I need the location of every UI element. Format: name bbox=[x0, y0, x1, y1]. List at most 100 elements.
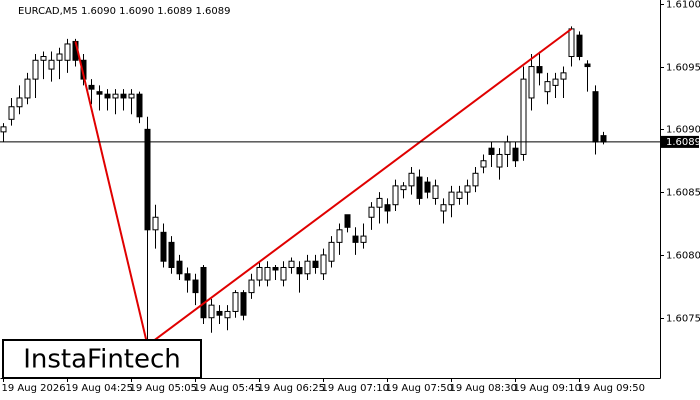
candle-body bbox=[272, 266, 279, 271]
chart-title: EURCAD,M5 1.6090 1.6090 1.6089 1.6089 bbox=[18, 6, 230, 17]
candle-body bbox=[248, 279, 255, 294]
candle-body bbox=[24, 78, 31, 99]
pattern-line bbox=[146, 28, 573, 347]
candle-body bbox=[200, 266, 207, 319]
candle-body bbox=[0, 126, 7, 133]
x-tick-label: 19 Aug 06:25 bbox=[258, 383, 325, 394]
candle-body bbox=[536, 66, 543, 74]
candle-body bbox=[136, 93, 143, 118]
candle-body bbox=[64, 43, 71, 61]
candle-body bbox=[184, 273, 191, 281]
candle-body bbox=[416, 176, 423, 199]
candle-body bbox=[296, 266, 303, 275]
candle-body bbox=[432, 185, 439, 199]
candle-body bbox=[408, 172, 415, 187]
x-tick-label: 19 Aug 04:25 bbox=[66, 383, 133, 394]
y-tick-label: 1.6075 bbox=[666, 314, 700, 325]
candle-body bbox=[16, 97, 23, 108]
candle-body bbox=[528, 66, 535, 99]
pattern-line bbox=[74, 41, 149, 346]
candle-body bbox=[448, 191, 455, 206]
current-price-label: 1.6089 bbox=[666, 137, 700, 148]
x-tick-label: 19 Aug 07:50 bbox=[386, 383, 453, 394]
candle-body bbox=[504, 141, 511, 155]
candle-body bbox=[280, 266, 287, 281]
candle-body bbox=[176, 260, 183, 275]
candle-body bbox=[216, 310, 223, 316]
candle-body bbox=[312, 260, 319, 268]
candle-body bbox=[472, 172, 479, 187]
candle-body bbox=[400, 185, 407, 191]
candle-body bbox=[40, 56, 47, 61]
candle-body bbox=[256, 266, 263, 281]
candle-body bbox=[360, 235, 367, 243]
current-price-box bbox=[661, 135, 699, 148]
candle-body bbox=[112, 93, 119, 99]
x-tick-label: 19 Aug 08:30 bbox=[450, 383, 517, 394]
candle-body bbox=[440, 204, 447, 212]
candle-body bbox=[128, 93, 135, 99]
candle-body bbox=[240, 292, 247, 316]
x-tick-label: 19 Aug 07:10 bbox=[322, 383, 389, 394]
candle-body bbox=[48, 59, 55, 70]
candle-body bbox=[152, 216, 159, 231]
candle-body bbox=[488, 147, 495, 155]
candle-body bbox=[56, 53, 63, 61]
candle-body bbox=[584, 63, 591, 68]
candle-body bbox=[496, 153, 503, 168]
candle-body bbox=[576, 34, 583, 58]
candle-body bbox=[568, 28, 575, 58]
candle-body bbox=[192, 279, 199, 294]
candle-body bbox=[376, 197, 383, 208]
candle-body bbox=[520, 78, 527, 155]
candle-body bbox=[320, 254, 327, 275]
candle-body bbox=[392, 185, 399, 206]
candle-body bbox=[224, 310, 231, 319]
candle-body bbox=[120, 93, 127, 99]
watermark: InstaFintech bbox=[23, 345, 181, 375]
candle-body bbox=[592, 91, 599, 143]
watermark-box bbox=[2, 339, 202, 379]
candle-body bbox=[600, 135, 607, 143]
candle-body bbox=[168, 241, 175, 268]
candle-body bbox=[352, 235, 359, 243]
y-tick-label: 1.6095 bbox=[666, 63, 700, 74]
candle-body bbox=[384, 204, 391, 212]
candle-body bbox=[32, 59, 39, 80]
x-tick-label: 19 Aug 2026 bbox=[2, 383, 66, 394]
candle-body bbox=[144, 128, 151, 231]
candle-body bbox=[208, 304, 215, 319]
candle-body bbox=[232, 292, 239, 312]
candle-body bbox=[264, 266, 271, 281]
candle-body bbox=[88, 84, 95, 90]
candle-body bbox=[456, 191, 463, 199]
candle-body bbox=[160, 231, 167, 262]
y-tick-label: 1.6080 bbox=[666, 251, 700, 262]
candle-body bbox=[8, 106, 15, 120]
candle-body bbox=[304, 260, 311, 275]
candle-body bbox=[336, 229, 343, 243]
candle-body bbox=[344, 214, 351, 228]
y-tick-label: 1.6090 bbox=[666, 125, 700, 136]
plot bbox=[0, 26, 607, 347]
y-tick-label: 1.6085 bbox=[666, 188, 700, 199]
x-tick-label: 19 Aug 09:50 bbox=[578, 383, 645, 394]
candle-body bbox=[464, 185, 471, 193]
candle-body bbox=[544, 81, 551, 93]
candle-body bbox=[424, 181, 431, 193]
x-tick-label: 19 Aug 09:10 bbox=[514, 383, 581, 394]
x-tick-label: 19 Aug 05:05 bbox=[130, 383, 197, 394]
candle-body bbox=[96, 91, 103, 95]
candle-body bbox=[104, 93, 111, 99]
y-tick-label: 1.6100 bbox=[666, 0, 700, 11]
candle-body bbox=[288, 260, 295, 268]
candle-body bbox=[368, 206, 375, 218]
candle-body bbox=[480, 160, 487, 168]
candle-body bbox=[560, 72, 567, 80]
candle-body bbox=[328, 241, 335, 262]
x-tick-label: 19 Aug 05:45 bbox=[194, 383, 261, 394]
candle-body bbox=[512, 147, 519, 162]
candle-body bbox=[552, 78, 559, 86]
